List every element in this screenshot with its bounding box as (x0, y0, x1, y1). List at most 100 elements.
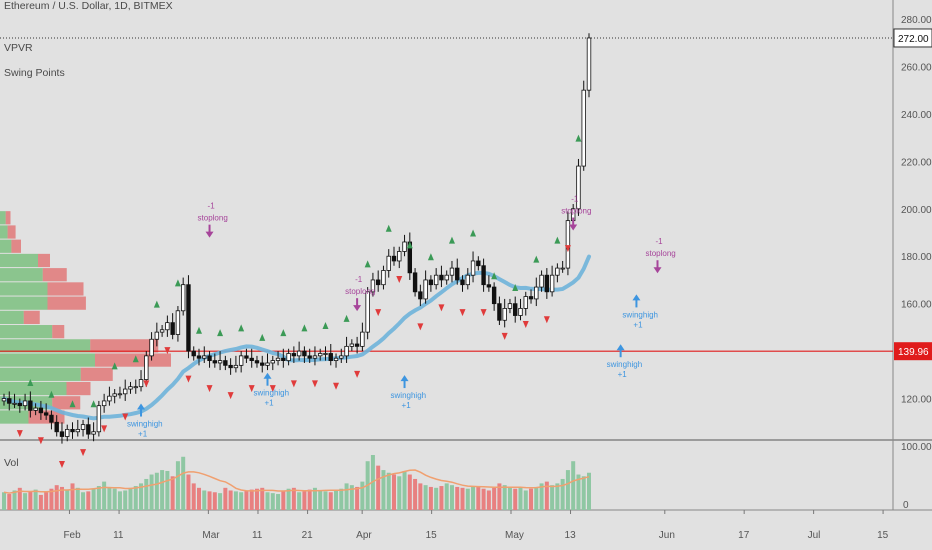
swing-down-marker (501, 332, 508, 340)
indicator-vpvr-label[interactable]: VPVR (4, 42, 33, 54)
volume-bar (328, 492, 333, 510)
candle-body (159, 329, 165, 333)
swing-down-marker (375, 309, 382, 317)
price-tick-label: 180.00 (901, 252, 932, 263)
volume-bar (276, 494, 281, 510)
time-tick-label: 17 (738, 530, 750, 541)
vpvr-row-down (90, 339, 159, 353)
candle-body (170, 322, 175, 335)
time-tick-label: 13 (565, 530, 577, 541)
candle-body (238, 355, 244, 366)
candle-body (544, 274, 550, 293)
volume-bar (349, 485, 354, 510)
volume-pane-label[interactable]: Vol (4, 457, 19, 469)
candle-body (86, 424, 91, 435)
candle-body (349, 343, 355, 347)
volume-bar (191, 483, 196, 510)
volume-bar (186, 474, 191, 510)
time-tick-label: 21 (302, 530, 314, 541)
volume-bar (323, 491, 328, 510)
swing-up-marker (259, 333, 266, 341)
volume-bar (170, 476, 175, 510)
candle-body (307, 355, 312, 359)
candle-body (112, 393, 117, 397)
volume-bar (38, 494, 43, 510)
candle-body (576, 165, 581, 210)
candle-body (96, 405, 102, 433)
price-tick-label: 200.00 (901, 205, 932, 216)
vpvr-row-up (0, 253, 38, 268)
volume-bar (318, 490, 323, 510)
time-tick-label: Jun (659, 530, 675, 541)
candle-body (180, 284, 186, 312)
volume-bar (270, 493, 275, 510)
candle-body (523, 296, 528, 309)
candle-body (397, 251, 402, 262)
volume-bar (160, 470, 165, 510)
candle-body (586, 37, 592, 91)
swing-down-marker (227, 392, 234, 400)
vpvr-row-down (47, 282, 84, 296)
candle-body (17, 402, 23, 407)
volume-bar (539, 483, 544, 510)
candle-body (296, 350, 302, 357)
time-tick-label: 15 (426, 530, 438, 541)
time-tick-label: 15 (877, 530, 889, 541)
candle-body (286, 353, 291, 362)
candle-body (281, 357, 286, 362)
volume-bar (102, 481, 107, 510)
candle-body (59, 431, 65, 437)
volume-bar (523, 490, 528, 510)
candle-body (12, 402, 17, 405)
volume-bar (513, 488, 518, 510)
candle-body (202, 355, 207, 359)
swing-down-marker (164, 347, 171, 355)
volume-bar (497, 483, 502, 510)
price-tick-label: 220.00 (901, 157, 932, 168)
candle-body (186, 284, 191, 352)
candle-body (128, 386, 133, 390)
vpvr-row-down (66, 381, 91, 396)
swing-high-arrowhead (400, 375, 409, 382)
candle-body (65, 428, 70, 437)
swing-up-marker (27, 378, 34, 386)
candle-body (43, 412, 49, 416)
candle-body (460, 279, 465, 286)
volume-bar (207, 491, 212, 510)
swing-down-marker (101, 425, 108, 433)
volume-bar (481, 488, 486, 510)
vpvr-row-down (52, 325, 65, 339)
volume-bar (307, 489, 312, 510)
candle-body (80, 424, 86, 430)
volume-bar (28, 491, 33, 510)
stop-long-arrowhead (205, 231, 214, 238)
indicator-swing-points-label[interactable]: Swing Points (4, 67, 65, 79)
candle-body (70, 428, 75, 433)
stop-long-label: stoplong (198, 214, 228, 223)
volume-bar (23, 493, 28, 510)
stop-long-label: stoplong (561, 207, 591, 216)
volume-bar (139, 483, 144, 510)
candle-body (365, 291, 370, 333)
price-tick-label: 100.00 (901, 442, 932, 453)
time-tick-label: May (505, 530, 524, 541)
candle-body (354, 343, 360, 347)
swing-down-marker (438, 304, 445, 312)
swing-up-marker (491, 272, 498, 280)
swing-up-marker (448, 236, 455, 244)
volume-bar (165, 470, 170, 510)
volume-bar (571, 461, 576, 510)
volume-bar (112, 488, 117, 510)
volume-bar (476, 486, 481, 510)
volume-bar (154, 472, 159, 510)
volume-bar (581, 476, 586, 510)
vpvr-row-down (5, 211, 11, 225)
candle-body (249, 357, 254, 362)
swing-down-marker (143, 380, 150, 388)
vpvr-row-up (0, 268, 43, 282)
volume-bar (54, 485, 59, 510)
hline-price-label: 139.96 (898, 347, 929, 358)
vpvr-row-up (0, 282, 48, 296)
swing-down-marker (122, 413, 129, 421)
